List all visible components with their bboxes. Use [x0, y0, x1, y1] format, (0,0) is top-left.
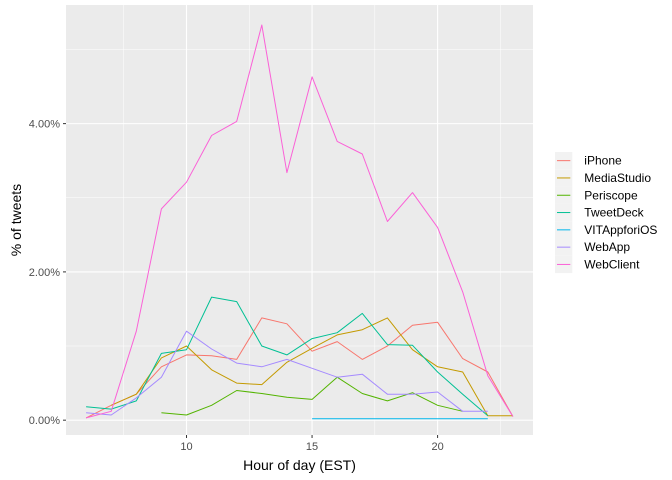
series-line-periscope — [161, 376, 463, 416]
x-axis-title: Hour of day (EST) — [243, 457, 356, 473]
legend-label: WebApp — [584, 240, 630, 254]
series-line-webapp — [86, 330, 488, 416]
x-tick-label: 20 — [431, 441, 443, 453]
legend-label: Periscope — [584, 188, 638, 202]
legend-label: MediaStudio — [584, 171, 651, 185]
y-axis-title: % of tweets — [8, 184, 24, 256]
y-tick-label: 2.00% — [29, 267, 60, 279]
x-tick-label: 10 — [180, 441, 192, 453]
legend: iPhone MediaStudio Periscope TweetDeck VITAp… — [555, 152, 657, 274]
plot-panel — [66, 5, 533, 435]
legend-label: TweetDeck — [584, 206, 644, 220]
legend-label: iPhone — [584, 154, 622, 168]
series-line-webclient — [85, 24, 514, 419]
series-line-tweetdeck — [86, 296, 489, 417]
series-line-mediastudio — [110, 317, 513, 417]
legend-label: WebClient — [584, 257, 640, 271]
x-tick-label: 15 — [306, 441, 318, 453]
y-axis: 0.00% 2.00% 4.00% — [29, 119, 66, 427]
x-axis: 10 15 20 — [180, 435, 444, 453]
y-tick-label: 4.00% — [29, 119, 60, 131]
series-lines — [85, 24, 514, 420]
grid-minor — [66, 5, 533, 435]
series-line-iphone — [85, 317, 514, 419]
legend-label: VITAppforiOS — [584, 223, 657, 237]
y-tick-label: 0.00% — [29, 415, 60, 427]
